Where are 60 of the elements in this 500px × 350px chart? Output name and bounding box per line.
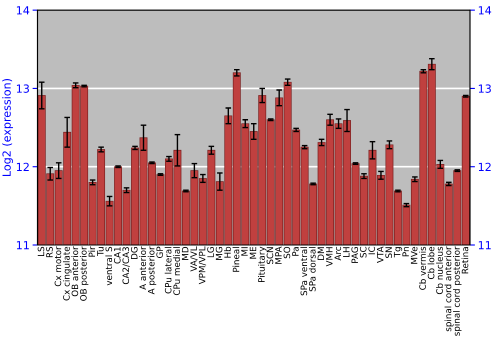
x-tick-label: Cb nucleus bbox=[436, 246, 443, 294]
x-tick-label: VA/VL bbox=[190, 246, 198, 272]
y2-tick-label: 13 bbox=[478, 84, 491, 93]
x-tick-label: spinal cord anterior bbox=[444, 246, 454, 332]
y2-tick-label: 11 bbox=[478, 241, 491, 250]
x-tick-label: Pituitary bbox=[258, 246, 266, 282]
x-tick-label: RS bbox=[46, 246, 53, 258]
x-tick-label: SO bbox=[284, 246, 290, 258]
x-tick-label: A posterior bbox=[148, 246, 156, 294]
x-tick-label: LG bbox=[207, 247, 214, 258]
x-tick-label: Cx motor bbox=[54, 246, 62, 286]
y-axis-title: Log2 (expression) bbox=[2, 79, 13, 176]
x-tick-label: CPu medial bbox=[173, 247, 180, 296]
x-tick-label: SPa dorsal bbox=[308, 247, 316, 292]
x-tick-label: VPM/VPL bbox=[198, 246, 206, 284]
x-tick-label: VMH bbox=[326, 247, 332, 266]
x-tick-label: MVe bbox=[410, 246, 418, 264]
x-tick-label: Cx cingulate bbox=[62, 246, 72, 300]
y-tick-label: 12 bbox=[16, 162, 29, 171]
x-tick-label: CA2/CA3 bbox=[122, 247, 130, 284]
x-tick-label: Pn bbox=[402, 247, 409, 256]
x-tick-label: LH bbox=[343, 247, 350, 257]
x-tick-label: Retina bbox=[462, 247, 468, 274]
x-tick-label: IC bbox=[368, 246, 376, 254]
x-tick-label: MPA bbox=[275, 246, 282, 264]
x-tick-label: ME bbox=[250, 246, 256, 259]
x-tick-label: GP bbox=[156, 246, 164, 258]
x-tick-label: CA1 bbox=[114, 247, 121, 264]
y2-tick-label: 12 bbox=[478, 162, 491, 171]
x-tick-label: Cb lobe bbox=[428, 246, 434, 280]
x-tick-label: LS bbox=[38, 246, 44, 256]
x-tick-label: DM bbox=[318, 247, 324, 260]
x-tick-label: MI bbox=[241, 247, 248, 256]
x-tick-label: Tu bbox=[97, 247, 104, 256]
x-tick-label: MG bbox=[216, 247, 222, 260]
x-tick-label: Pa bbox=[292, 247, 299, 256]
x-tick-label: CPu lateral bbox=[164, 247, 172, 294]
x-tick-label: A anterior bbox=[139, 246, 146, 290]
x-tick-label: PAG bbox=[351, 247, 358, 263]
x-tick-label: SCN bbox=[266, 247, 274, 264]
x-tick-label: SPa ventral bbox=[300, 247, 308, 296]
x-tick-label: OB posterior bbox=[80, 246, 88, 301]
x-tick-label: DG bbox=[130, 247, 138, 260]
y2-tick-label: 14 bbox=[478, 6, 492, 14]
x-tick-label: Cb vermis bbox=[419, 246, 426, 290]
y-tick-label: 14 bbox=[16, 6, 30, 14]
x-tick-label: Pir bbox=[88, 246, 96, 257]
x-tick-label: spinal cord posterior bbox=[453, 246, 462, 336]
x-tick-label: SN bbox=[385, 247, 392, 258]
x-tick-label: OB anterior bbox=[71, 246, 78, 296]
x-tick-label: MD bbox=[182, 246, 188, 260]
x-tick-label: VTA bbox=[376, 246, 384, 263]
y-tick-label: 11 bbox=[16, 241, 29, 250]
x-tick-label: Arc bbox=[334, 246, 342, 261]
y-tick-label: 13 bbox=[16, 84, 29, 93]
x-tick-label: Tg bbox=[394, 247, 402, 258]
x-tick-label: Hb bbox=[224, 246, 231, 258]
x-tick-label: Pineal bbox=[232, 247, 240, 272]
x-tick-label: SC bbox=[360, 246, 367, 258]
x-tick-label: ventral S bbox=[105, 246, 112, 286]
